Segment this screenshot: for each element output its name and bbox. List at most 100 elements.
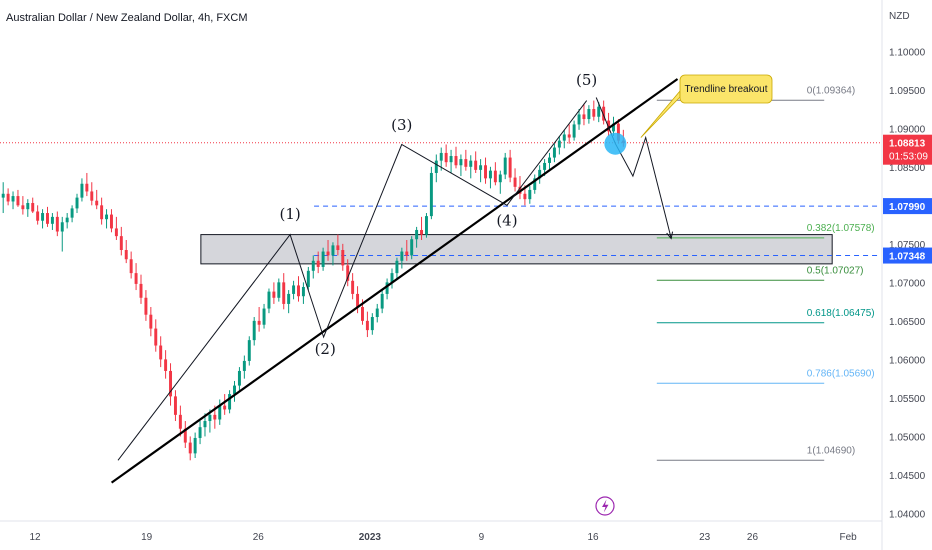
candle-body: [100, 205, 104, 220]
candle: [469, 155, 473, 179]
price-badge-label: 1.07990: [889, 202, 926, 213]
time-tick-label: 26: [747, 532, 759, 543]
candle: [169, 363, 173, 406]
wave-label: (2): [315, 340, 336, 358]
candle-body: [562, 134, 566, 141]
candle-body: [60, 222, 64, 232]
candle-body: [469, 160, 473, 167]
candle-body: [385, 282, 389, 294]
callout-text: Trendline breakout: [684, 84, 767, 95]
candle-body: [31, 203, 35, 212]
candle-body: [341, 250, 345, 266]
candle-body: [129, 259, 133, 274]
candle-body: [183, 428, 187, 443]
candle-body: [346, 265, 350, 281]
candle-body: [297, 285, 300, 297]
candle: [109, 209, 113, 233]
wave-path: [117, 100, 588, 461]
wave-label: (4): [496, 211, 517, 229]
projection-group: [595, 97, 674, 240]
candle: [587, 105, 591, 124]
candle: [538, 165, 542, 184]
candle-body: [602, 106, 606, 121]
candle-body: [415, 229, 419, 240]
lightning-icon[interactable]: [595, 496, 615, 516]
candle-body: [75, 197, 79, 209]
candle: [26, 199, 30, 217]
candle: [70, 205, 74, 223]
candle-body: [538, 169, 542, 179]
candle-body: [105, 214, 109, 220]
candle: [365, 311, 369, 338]
trendline[interactable]: [110, 78, 679, 484]
candle: [351, 273, 355, 300]
candle-body: [85, 183, 89, 192]
wave-label: (1): [280, 205, 301, 223]
candle: [159, 336, 163, 368]
fib-level-label: 0.618(1.06475): [807, 308, 875, 319]
time-tick-label: 12: [30, 532, 42, 543]
time-tick-label: 26: [253, 532, 265, 543]
price-tick-label: 1.04500: [889, 471, 926, 482]
candle-body: [11, 196, 15, 202]
candle: [149, 307, 153, 337]
candle-body: [513, 177, 517, 187]
candle-body: [228, 394, 232, 410]
candle-body: [149, 314, 153, 329]
candle: [267, 288, 271, 314]
elliott-wave-group: (1) (2) (3) (4) (5): [117, 71, 597, 461]
candle: [380, 290, 384, 314]
candle: [459, 154, 463, 177]
candle-body: [316, 260, 320, 267]
candle: [444, 144, 448, 167]
candle: [503, 152, 507, 180]
time-tick-label: 23: [699, 532, 711, 543]
price-badges-group: 1.08813 01:53:09 1.07990 1.07348: [883, 134, 932, 264]
candle-body: [454, 156, 458, 166]
candle-body: [80, 183, 84, 198]
projection-path: [595, 97, 672, 239]
candle: [178, 405, 182, 437]
candle: [449, 149, 453, 173]
candle-body: [543, 162, 547, 170]
candle: [119, 226, 123, 256]
candle: [252, 317, 256, 346]
candle-body: [552, 147, 556, 158]
candle: [395, 257, 399, 279]
candle-body: [21, 205, 25, 210]
candle-body: [95, 200, 99, 206]
candle-body: [36, 211, 40, 221]
candle-body: [548, 157, 551, 163]
time-axis[interactable]: 12 19 26 2023 9 16 23 26 Feb: [30, 532, 858, 543]
candle: [508, 149, 512, 183]
candle-body: [405, 251, 409, 256]
candle-body: [164, 359, 168, 371]
trendline-group[interactable]: [110, 78, 679, 484]
candle: [498, 170, 502, 194]
candle: [548, 152, 551, 170]
candle-body: [567, 134, 571, 138]
candle: [193, 432, 197, 458]
candle-body: [208, 414, 212, 422]
candle: [321, 247, 325, 271]
candle: [114, 216, 118, 240]
candle-body: [178, 414, 182, 429]
candle-body: [410, 239, 414, 256]
candle: [429, 166, 433, 220]
candle-body: [144, 297, 148, 315]
candle-body: [493, 170, 497, 183]
candle-body: [218, 405, 222, 420]
candle-body: [46, 213, 49, 224]
candle-body: [484, 165, 487, 179]
fib-level-label: 1(1.04690): [807, 445, 855, 456]
candle: [597, 102, 601, 123]
candle: [562, 129, 566, 149]
candle-body: [213, 414, 217, 420]
candle: [21, 196, 25, 215]
price-tick-label: 1.10000: [889, 47, 926, 58]
candle-body: [488, 170, 492, 179]
candle: [46, 206, 49, 227]
candle: [552, 143, 556, 163]
candle-body: [380, 293, 384, 309]
